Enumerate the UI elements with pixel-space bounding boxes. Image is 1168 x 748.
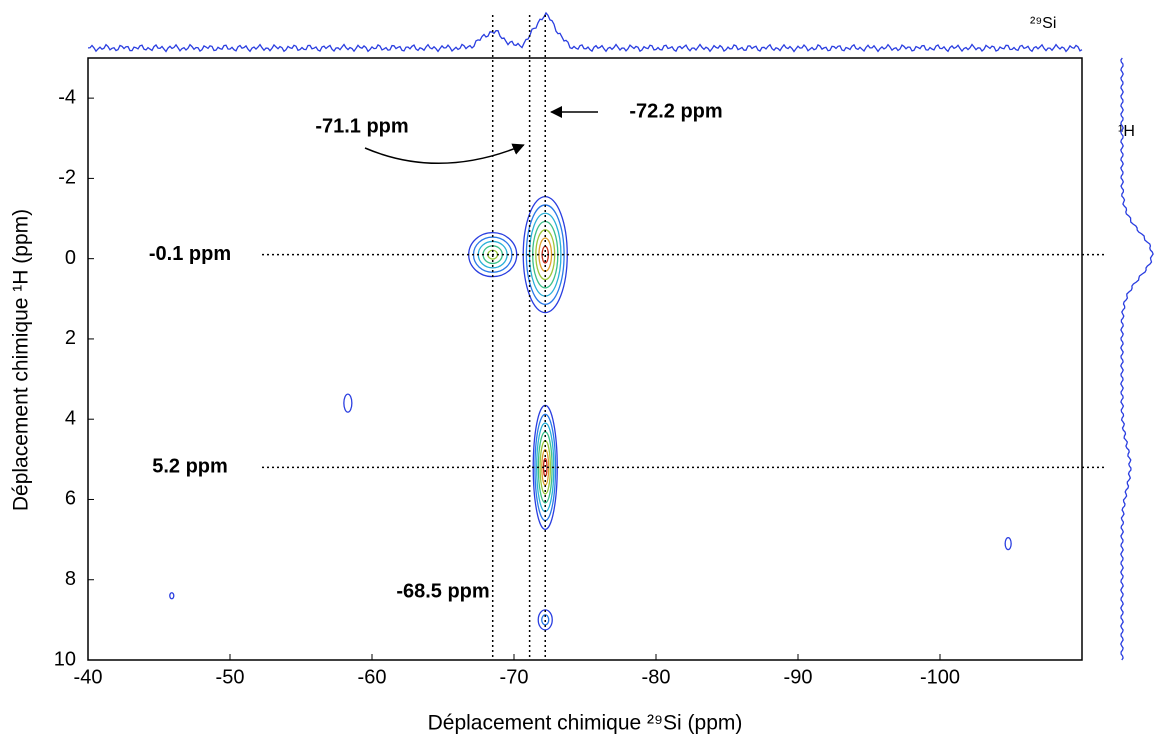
top-projection-label: ²⁹Si bbox=[1030, 15, 1056, 32]
y-axis-label: Déplacement chimique ¹H (ppm) bbox=[10, 209, 33, 511]
y-tick-label: 8 bbox=[65, 568, 76, 590]
x-tick-label: -90 bbox=[784, 666, 813, 688]
y-tick-label: -2 bbox=[58, 167, 76, 189]
x-tick-label: -100 bbox=[920, 666, 960, 688]
contour bbox=[343, 393, 353, 413]
annotation-label: -68.5 ppm bbox=[396, 580, 489, 602]
annotation-label: 5.2 ppm bbox=[152, 456, 228, 478]
right-projection bbox=[1120, 57, 1154, 661]
annotation-label: -72.2 ppm bbox=[629, 100, 722, 122]
y-tick-label: 2 bbox=[65, 327, 76, 349]
contour bbox=[535, 229, 556, 281]
x-tick-label: -60 bbox=[358, 666, 387, 688]
y-tick-label: 0 bbox=[65, 247, 76, 269]
y-tick-label: -4 bbox=[58, 86, 76, 108]
x-tick-label: -50 bbox=[216, 666, 245, 688]
annotation-label: -71.1 ppm bbox=[315, 115, 408, 137]
contour bbox=[169, 592, 175, 600]
contour bbox=[537, 609, 553, 631]
y-tick-label: 4 bbox=[65, 407, 76, 429]
x-tick-label: -40 bbox=[74, 666, 103, 688]
annotation-label: -0.1 ppm bbox=[149, 243, 231, 265]
plot-frame bbox=[87, 57, 1083, 661]
y-tick-label: 10 bbox=[54, 648, 76, 670]
contour bbox=[1004, 536, 1012, 551]
top-projection bbox=[87, 11, 1083, 53]
x-tick-label: -80 bbox=[642, 666, 671, 688]
x-axis-label: Déplacement chimique ²⁹Si (ppm) bbox=[428, 712, 743, 735]
y-tick-label: 6 bbox=[65, 488, 76, 510]
annotation-arrow bbox=[364, 143, 525, 165]
contour bbox=[541, 614, 550, 626]
x-tick-label: -70 bbox=[500, 666, 529, 688]
contour bbox=[525, 204, 565, 306]
